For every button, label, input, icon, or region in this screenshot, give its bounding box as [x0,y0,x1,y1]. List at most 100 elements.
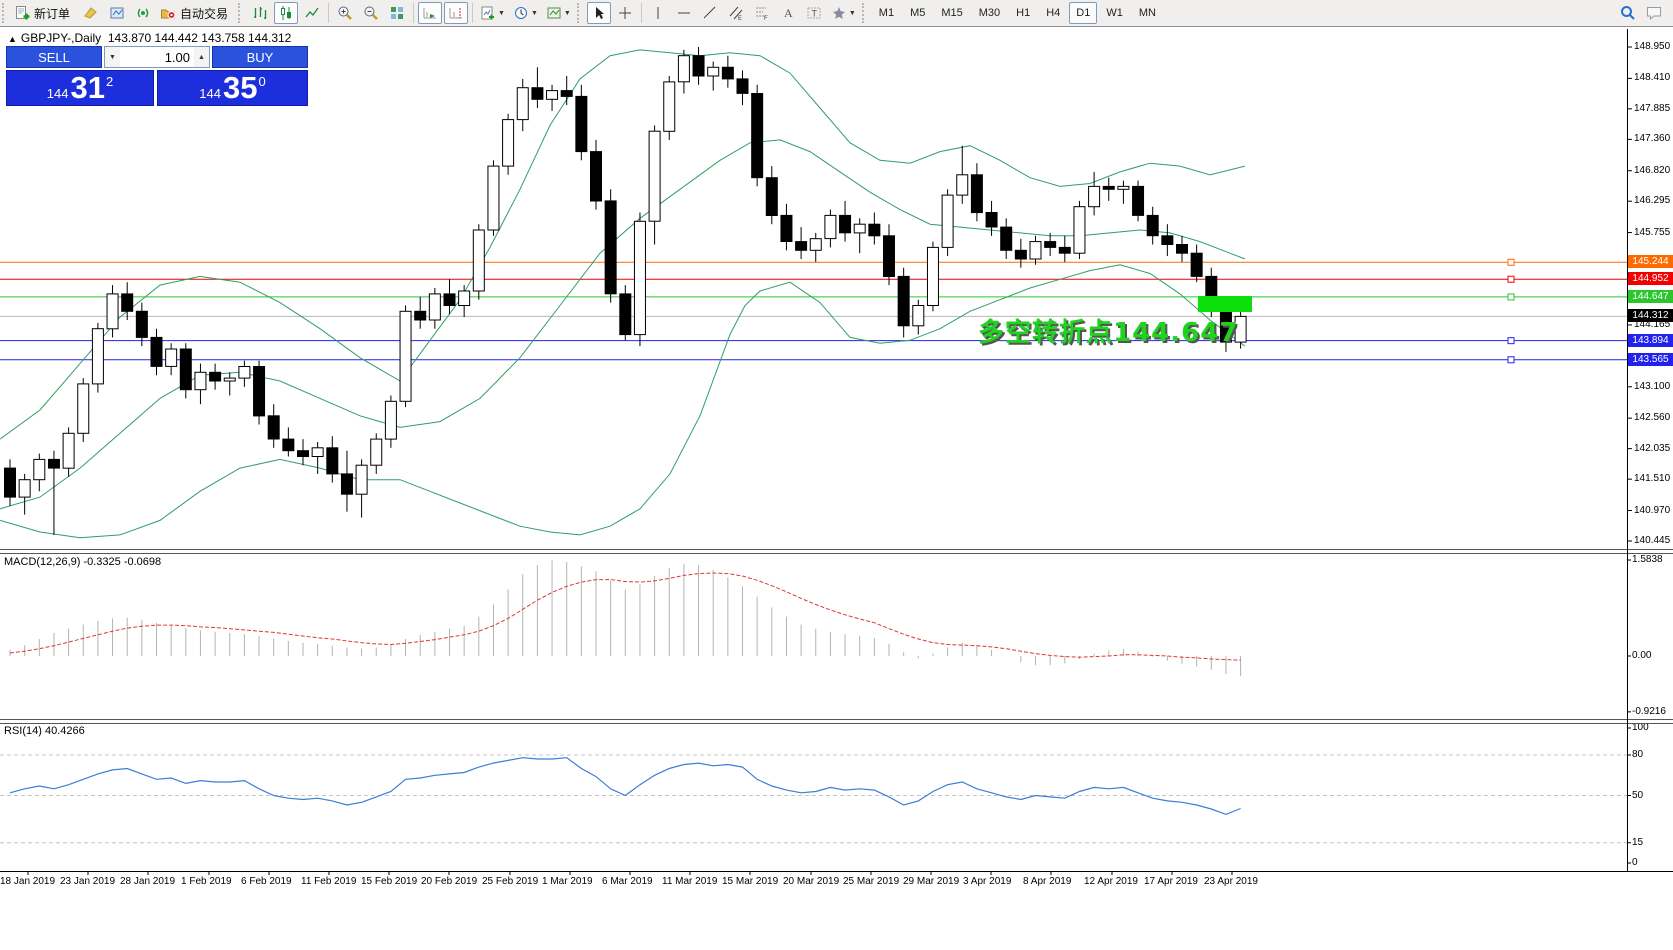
timeframe-button-D1[interactable]: D1 [1069,2,1098,24]
zoom-out-button[interactable] [359,2,383,24]
timeframe-button-M1[interactable]: M1 [878,7,895,19]
candle [575,95,588,153]
candle [531,87,544,100]
horizontal-line-button[interactable] [672,2,696,24]
pane-separator-rsi[interactable] [0,719,1673,724]
zoom-out-icon [363,5,379,21]
toolbar: 新订单 自动交易 [0,0,1673,27]
candle [1088,185,1101,208]
new-chart-dropdown-button[interactable]: ▼ [477,2,508,24]
line-anchor-marker[interactable] [1507,337,1515,345]
text-button[interactable]: A [776,2,800,24]
tile-windows-button[interactable] [385,2,409,24]
timeframe-button-W1[interactable]: W1 [1106,7,1123,19]
candle [1234,315,1247,343]
fibonacci-button[interactable]: F [750,2,774,24]
arrows-dropdown-button[interactable]: ▼ [828,2,859,24]
candle [238,366,251,379]
candle [1117,185,1130,190]
collapse-trade-panel-icon[interactable]: ▲ [8,34,17,44]
timeframe-button-M5[interactable]: M5 [910,7,926,19]
candle [487,165,500,231]
candle [297,450,309,458]
candle [663,81,676,132]
vertical-line-button[interactable] [646,2,670,24]
sound-button[interactable] [131,2,155,24]
buy-button[interactable]: BUY [212,46,308,68]
feedback-button[interactable] [1642,2,1666,24]
arrows-icon [831,5,847,21]
text-label-icon: T [806,5,822,21]
candle [502,119,515,167]
chart-type-bars-button[interactable] [248,2,272,24]
candle [194,371,207,391]
profiles-button[interactable] [105,2,129,24]
candle [282,438,295,452]
autotrading-button[interactable]: 自动交易 [157,2,235,24]
volume-decrease-button[interactable]: ▼ [105,47,120,67]
toolbar-drag-handle[interactable] [2,3,8,23]
timeframe-button-M15[interactable]: M15 [941,7,963,19]
zoom-in-icon [337,5,353,21]
volume-input[interactable] [120,47,194,67]
text-label-button[interactable]: T [802,2,826,24]
chart-shift-button[interactable] [444,2,469,24]
candle [1146,214,1159,237]
group-handle[interactable] [576,3,583,23]
buy-price-display[interactable]: 144 35 0 [157,70,308,106]
timeframe-button-H1[interactable]: H1 [1016,7,1031,19]
templates-dropdown-button[interactable]: ▼ [543,2,574,24]
line-anchor-marker[interactable] [1507,275,1515,283]
highlight-rectangle[interactable] [1198,296,1252,313]
chart-type-line-button[interactable] [300,2,324,24]
sell-price-display[interactable]: 144 31 2 [6,70,154,106]
candle [633,220,646,336]
candlestick-chart-icon [278,5,294,21]
chart-type-candles-button[interactable] [274,2,299,24]
volume-increase-button[interactable]: ▲ [194,47,209,67]
group-handle[interactable] [861,3,868,23]
tile-windows-icon [389,5,405,21]
line-anchor-marker[interactable] [1507,258,1515,266]
highlighter-button[interactable] [79,2,103,24]
candle [370,438,383,466]
candle [970,174,983,214]
chart-shift-icon [448,5,464,21]
new-order-label: 新订单 [34,6,71,21]
candle [253,366,266,417]
search-button[interactable] [1616,2,1640,24]
new-order-button[interactable]: 新订单 [12,2,77,24]
crosshair-button[interactable] [613,2,637,24]
svg-text:E: E [738,16,742,21]
sound-icon [135,5,151,21]
toolbar-separator [472,3,474,23]
trendline-button[interactable] [698,2,722,24]
candle [384,400,397,440]
timeframe-button-M30[interactable]: M30 [978,7,1001,19]
equidistant-channel-button[interactable]: E [724,2,748,24]
chevron-down-icon: ▼ [498,9,505,17]
line-anchor-marker[interactable] [1507,293,1515,301]
annotation-text[interactable]: 多空转折点144.647 [978,318,1239,348]
sell-button[interactable]: SELL [6,46,102,68]
toolbar-right-group [1615,2,1667,24]
auto-scroll-button[interactable] [418,2,443,24]
timeframe-button-H4[interactable]: H4 [1046,7,1061,19]
candle [1132,185,1145,216]
zoom-in-button[interactable] [333,2,357,24]
candle [223,377,236,382]
bollinger-upper-band [0,49,1246,440]
candle [165,348,178,367]
candle [721,66,734,80]
candle [619,293,632,336]
cursor-button[interactable] [586,2,611,24]
line-anchor-marker[interactable] [1507,356,1515,364]
group-handle[interactable] [238,3,244,23]
periods-dropdown-button[interactable]: ▼ [510,2,541,24]
candle [765,177,778,216]
candle [677,55,690,83]
price-axis-line [1627,29,1628,872]
pane-separator-macd[interactable] [0,549,1673,554]
timeframe-button-MN[interactable]: MN [1138,7,1156,19]
